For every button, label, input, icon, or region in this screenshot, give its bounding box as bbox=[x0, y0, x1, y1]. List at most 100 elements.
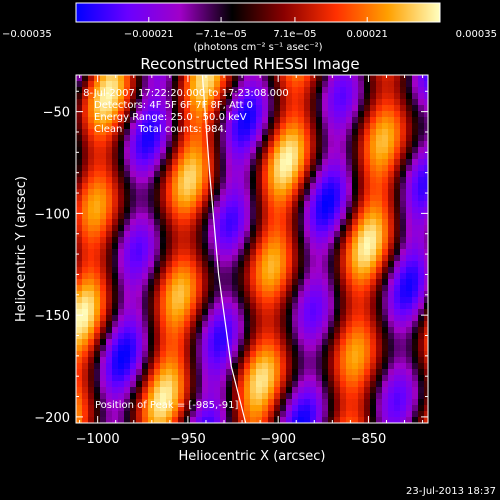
heatmap-cell bbox=[286, 117, 293, 124]
heatmap-cell bbox=[310, 273, 317, 280]
heatmap-cell bbox=[154, 87, 161, 94]
heatmap-cell bbox=[352, 381, 359, 388]
heatmap-cell bbox=[280, 165, 287, 172]
heatmap-image bbox=[76, 75, 428, 423]
heatmap-cell bbox=[280, 225, 287, 232]
heatmap-cell bbox=[346, 255, 353, 262]
heatmap-cell bbox=[220, 357, 227, 364]
heatmap-cell bbox=[286, 351, 293, 358]
heatmap-cell bbox=[334, 201, 341, 208]
heatmap-cell bbox=[388, 399, 395, 406]
heatmap-cell bbox=[382, 213, 389, 220]
heatmap-cell bbox=[316, 297, 323, 304]
heatmap-cell bbox=[304, 417, 311, 423]
heatmap-cell bbox=[388, 339, 395, 346]
heatmap-cell bbox=[376, 375, 383, 382]
heatmap-cell bbox=[304, 165, 311, 172]
heatmap-cell bbox=[142, 207, 149, 214]
heatmap-cell bbox=[136, 399, 143, 406]
heatmap-cell bbox=[82, 297, 89, 304]
heatmap-cell bbox=[220, 219, 227, 226]
heatmap-cell bbox=[88, 291, 95, 298]
heatmap-cell bbox=[106, 255, 113, 262]
heatmap-cell bbox=[196, 129, 203, 136]
heatmap-cell bbox=[358, 123, 365, 130]
heatmap-cell bbox=[346, 165, 353, 172]
heatmap-cell bbox=[262, 75, 269, 82]
heatmap-cell bbox=[388, 111, 395, 118]
heatmap-cell bbox=[316, 207, 323, 214]
heatmap-cell bbox=[346, 345, 353, 352]
heatmap-cell bbox=[184, 87, 191, 94]
heatmap-cell bbox=[124, 321, 131, 328]
heatmap-cell bbox=[274, 243, 281, 250]
heatmap-cell bbox=[298, 405, 305, 412]
heatmap-cell bbox=[280, 375, 287, 382]
heatmap-cell bbox=[238, 231, 245, 238]
heatmap-cell bbox=[178, 135, 185, 142]
heatmap-cell bbox=[76, 165, 83, 172]
heatmap-cell bbox=[250, 249, 257, 256]
heatmap-cell bbox=[280, 387, 287, 394]
heatmap-cell bbox=[328, 165, 335, 172]
heatmap-cell bbox=[370, 321, 377, 328]
heatmap-cell bbox=[322, 189, 329, 196]
heatmap-cell bbox=[130, 207, 137, 214]
heatmap-cell bbox=[286, 93, 293, 100]
heatmap-cell bbox=[82, 405, 89, 412]
heatmap-cell bbox=[418, 309, 425, 316]
heatmap-cell bbox=[322, 315, 329, 322]
heatmap-cell bbox=[106, 93, 113, 100]
heatmap-cell bbox=[340, 357, 347, 364]
heatmap-cell bbox=[166, 123, 173, 130]
heatmap-cell bbox=[190, 339, 197, 346]
heatmap-cell bbox=[202, 405, 209, 412]
heatmap-cell bbox=[226, 327, 233, 334]
heatmap-cell bbox=[292, 405, 299, 412]
y-tick-label: −150 bbox=[34, 309, 70, 324]
heatmap-cell bbox=[220, 255, 227, 262]
heatmap-cell bbox=[100, 141, 107, 148]
heatmap-cell bbox=[226, 153, 233, 160]
heatmap-cell bbox=[130, 123, 137, 130]
heatmap-cell bbox=[352, 417, 359, 423]
heatmap-cell bbox=[244, 135, 251, 142]
heatmap-cell bbox=[130, 183, 137, 190]
heatmap-cell bbox=[154, 237, 161, 244]
heatmap-cell bbox=[136, 105, 143, 112]
heatmap-cell bbox=[424, 189, 428, 196]
heatmap-cell bbox=[232, 369, 239, 376]
heatmap-cell bbox=[364, 93, 371, 100]
heatmap-cell bbox=[352, 141, 359, 148]
heatmap-cell bbox=[118, 405, 125, 412]
heatmap-cell bbox=[130, 165, 137, 172]
heatmap-cell bbox=[100, 105, 107, 112]
heatmap-cell bbox=[94, 105, 101, 112]
heatmap-cell bbox=[424, 327, 428, 334]
heatmap-cell bbox=[382, 81, 389, 88]
heatmap-cell bbox=[262, 255, 269, 262]
heatmap-cell bbox=[316, 135, 323, 142]
heatmap-cell bbox=[124, 141, 131, 148]
heatmap-cell bbox=[130, 105, 137, 112]
heatmap-cell bbox=[310, 399, 317, 406]
heatmap-cell bbox=[154, 171, 161, 178]
heatmap-cell bbox=[406, 411, 413, 418]
heatmap-cell bbox=[106, 417, 113, 423]
heatmap-cell bbox=[292, 117, 299, 124]
heatmap-cell bbox=[262, 327, 269, 334]
heatmap-cell bbox=[148, 171, 155, 178]
heatmap-cell bbox=[172, 213, 179, 220]
heatmap-cell bbox=[292, 177, 299, 184]
heatmap-cell bbox=[310, 183, 317, 190]
heatmap-cell bbox=[202, 195, 209, 202]
heatmap-cell bbox=[172, 225, 179, 232]
heatmap-cell bbox=[418, 159, 425, 166]
heatmap-cell bbox=[202, 225, 209, 232]
heatmap-cell bbox=[328, 375, 335, 382]
heatmap-cell bbox=[400, 219, 407, 226]
heatmap-cell bbox=[208, 195, 215, 202]
heatmap-cell bbox=[268, 177, 275, 184]
heatmap-cell bbox=[376, 297, 383, 304]
heatmap-cell bbox=[412, 93, 419, 100]
